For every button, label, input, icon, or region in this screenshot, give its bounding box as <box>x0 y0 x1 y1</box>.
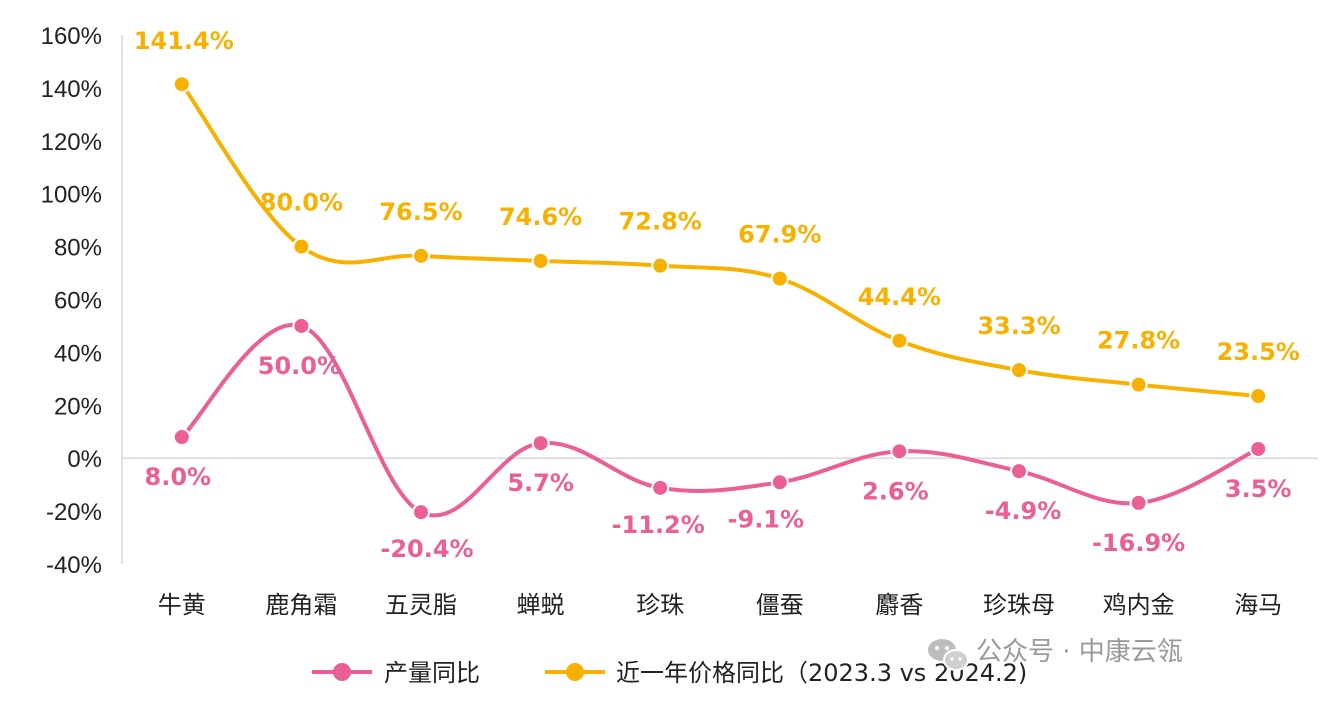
data-point-1 <box>412 246 430 265</box>
data-label-1: 23.5% <box>1217 338 1300 366</box>
x-category-label: 僵蚕 <box>756 591 804 619</box>
legend-marker-price <box>566 663 584 681</box>
y-tick-label: 100% <box>41 182 102 209</box>
data-labels: 8.0% 50.0% -20.4% 5.7% -11.2% -9.1% 2.6% -4.9% -… <box>134 27 1300 563</box>
y-tick-label: 40% <box>54 340 102 367</box>
y-tick-label: 120% <box>41 129 102 156</box>
data-label-1: 76.5% <box>379 198 462 226</box>
x-category-label: 珍珠 <box>636 591 684 619</box>
data-point-1 <box>1249 387 1268 406</box>
series-lines <box>179 82 1261 518</box>
x-category-label: 麝香 <box>875 591 923 619</box>
data-point-0 <box>890 442 909 461</box>
data-point-0 <box>412 503 430 522</box>
data-label-1: 44.4% <box>858 283 941 311</box>
data-point-1 <box>292 237 311 256</box>
data-point-0 <box>172 428 191 447</box>
x-category-label: 珍珠母 <box>983 591 1055 619</box>
data-point-1 <box>1010 361 1028 380</box>
data-label-1: 27.8% <box>1097 327 1180 355</box>
data-point-0 <box>1010 462 1028 481</box>
data-label-0: -20.4% <box>380 535 473 563</box>
data-point-0 <box>531 434 550 453</box>
data-label-1: 72.8% <box>619 208 702 236</box>
x-category-label: 海马 <box>1234 591 1282 619</box>
y-tick-label: 20% <box>54 393 102 420</box>
data-label-0: 50.0% <box>258 352 341 380</box>
y-tick-label: 160% <box>41 23 102 50</box>
series-markers <box>172 75 1268 522</box>
x-axis: 牛黄 鹿角霜 五灵脂 蝉蜕 珍珠 僵蚕 麝香 珍珠母 鸡内金 海马 <box>122 457 1318 619</box>
data-label-1: 74.6% <box>499 203 582 231</box>
watermark-text: 公众号 · 中康云瓴 <box>976 637 1183 667</box>
legend-label-production: 产量同比 <box>384 659 480 687</box>
x-category-label: 五灵脂 <box>385 591 457 619</box>
data-label-0: 8.0% <box>145 463 212 491</box>
x-category-label: 牛黄 <box>158 591 206 619</box>
x-category-label: 蝉蜕 <box>517 591 565 619</box>
data-label-0: -11.2% <box>612 511 705 539</box>
data-point-1 <box>531 251 550 270</box>
data-point-1 <box>1129 375 1148 394</box>
legend: 产量同比 近一年价格同比（2023.3 vs 2024.2) <box>312 659 1027 687</box>
data-label-0: 2.6% <box>862 477 929 505</box>
data-label-1: 33.3% <box>977 312 1060 340</box>
y-axis: 160% 140% 120% 100% 80% 60% 40% 20% 0% -20% -40% <box>41 23 123 579</box>
data-point-0 <box>292 316 311 335</box>
wechat-icon <box>928 639 969 671</box>
y-tick-label: -40% <box>46 552 102 579</box>
data-point-0 <box>1129 493 1148 512</box>
y-tick-label: 60% <box>54 288 102 315</box>
legend-marker-production <box>333 663 351 681</box>
y-tick-label: 0% <box>67 446 102 473</box>
data-label-0: -16.9% <box>1092 529 1185 557</box>
data-point-1 <box>770 269 789 288</box>
data-point-1 <box>172 75 191 94</box>
x-category-label: 鹿角霜 <box>265 591 337 619</box>
data-label-1: 80.0% <box>260 189 343 217</box>
data-label-1: 141.4% <box>134 27 234 55</box>
data-label-1: 67.9% <box>738 221 821 249</box>
series-line-1 <box>179 82 1261 399</box>
y-tick-label: -20% <box>46 499 102 526</box>
data-point-0 <box>1249 439 1268 458</box>
data-point-1 <box>651 256 670 275</box>
data-label-0: -9.1% <box>728 505 805 533</box>
data-point-0 <box>770 473 789 492</box>
y-tick-label: 140% <box>41 76 102 103</box>
series-line-0 <box>179 322 1261 518</box>
data-point-0 <box>651 478 670 497</box>
data-point-1 <box>890 331 909 350</box>
legend-item-production: 产量同比 <box>312 659 480 687</box>
y-tick-label: 80% <box>54 235 102 262</box>
x-category-label: 鸡内金 <box>1103 591 1175 619</box>
data-label-0: -4.9% <box>985 497 1062 525</box>
watermark: 公众号 · 中康云瓴 <box>928 637 1183 671</box>
data-label-0: 5.7% <box>507 469 574 497</box>
data-label-0: 3.5% <box>1225 475 1292 503</box>
